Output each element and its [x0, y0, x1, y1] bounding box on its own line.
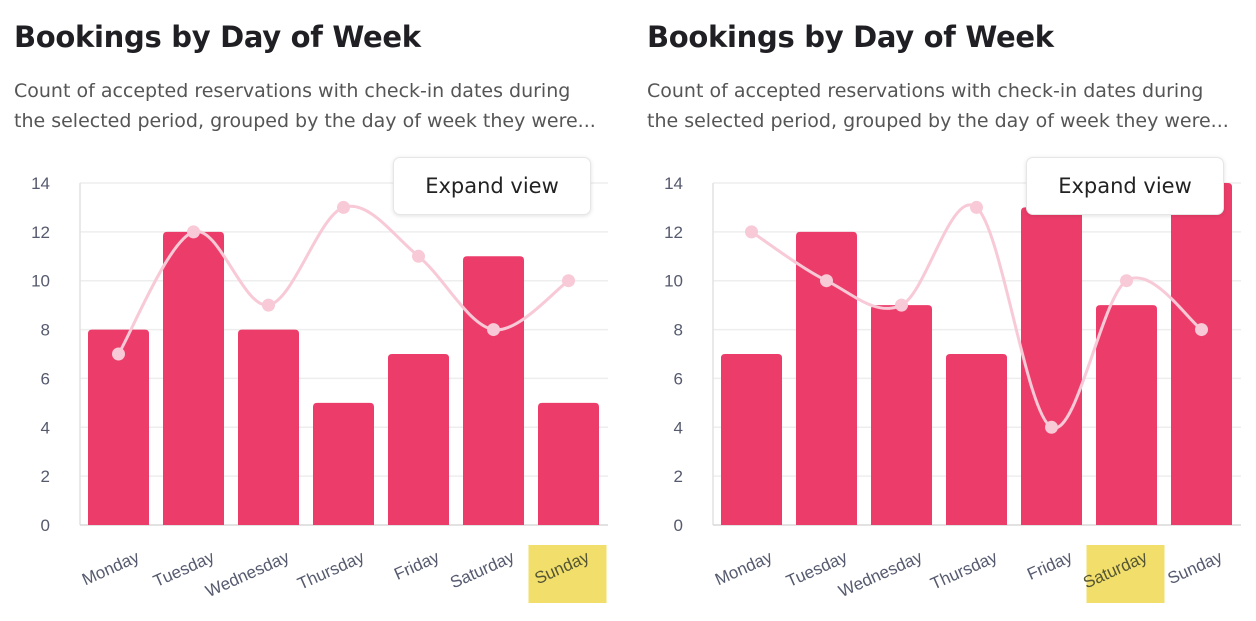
- x-tick-label: Friday: [391, 547, 442, 584]
- bar-friday: [388, 354, 449, 525]
- bar-tuesday: [796, 231, 857, 525]
- bar-thursday: [313, 402, 374, 525]
- line-point-thursday: [970, 200, 983, 214]
- x-tick-label: Sunday: [1165, 547, 1226, 588]
- x-tick-label: Wednesday: [836, 547, 926, 601]
- bar-friday: [1021, 207, 1082, 525]
- x-tick-label: Saturday: [447, 547, 517, 592]
- x-tick-label: Friday: [1024, 547, 1075, 584]
- y-tick-label: 10: [31, 272, 50, 291]
- chart-title: Bookings by Day of Week: [647, 20, 1054, 54]
- y-tick-label: 12: [31, 223, 50, 242]
- line-point-saturday: [1120, 274, 1133, 288]
- y-tick-label: 4: [41, 418, 50, 437]
- line-point-friday: [412, 249, 425, 263]
- y-tick-label: 12: [664, 223, 683, 242]
- bar-sunday: [538, 402, 599, 525]
- highlight-box: [1086, 545, 1165, 603]
- bar-monday: [721, 354, 782, 525]
- y-tick-label: 10: [664, 272, 683, 291]
- y-tick-label: 0: [674, 516, 683, 535]
- chart-title: Bookings by Day of Week: [14, 20, 421, 54]
- bar-thursday: [946, 354, 1007, 525]
- line-point-monday: [745, 225, 758, 239]
- line-point-saturday: [487, 323, 500, 337]
- chart-panel-left: Bookings by Day of Week Count of accepte…: [0, 0, 620, 621]
- bar-saturday: [1096, 305, 1157, 525]
- highlight-box: [528, 545, 607, 603]
- bar-wednesday: [871, 305, 932, 525]
- line-point-sunday: [562, 274, 575, 288]
- x-tick-label: Monday: [712, 547, 775, 589]
- bar-tuesday: [163, 231, 224, 525]
- line-point-wednesday: [262, 298, 275, 312]
- y-tick-label: 6: [674, 369, 683, 388]
- bar-monday: [88, 329, 149, 525]
- line-point-sunday: [1195, 323, 1208, 337]
- line-point-monday: [112, 347, 125, 361]
- bar-sunday: [1171, 183, 1232, 525]
- chart-panel-right: Bookings by Day of Week Count of accepte…: [633, 0, 1253, 621]
- y-tick-label: 14: [31, 174, 50, 193]
- y-tick-label: 4: [674, 418, 683, 437]
- line-point-friday: [1045, 420, 1058, 434]
- expand-view-button[interactable]: Expand view: [1026, 157, 1224, 215]
- y-tick-label: 2: [41, 467, 50, 486]
- x-tick-label: Monday: [79, 547, 142, 589]
- y-tick-label: 2: [674, 467, 683, 486]
- y-tick-label: 8: [41, 321, 50, 340]
- y-tick-label: 14: [664, 174, 683, 193]
- line-point-tuesday: [187, 225, 200, 239]
- line-point-tuesday: [820, 274, 833, 288]
- x-tick-label: Thursday: [928, 547, 1001, 593]
- y-tick-label: 8: [674, 321, 683, 340]
- expand-view-button[interactable]: Expand view: [393, 157, 591, 215]
- line-point-thursday: [337, 200, 350, 214]
- x-tick-label: Thursday: [295, 547, 368, 593]
- bar-saturday: [463, 256, 524, 525]
- bar-wednesday: [238, 329, 299, 525]
- line-point-wednesday: [895, 298, 908, 312]
- y-tick-label: 6: [41, 369, 50, 388]
- y-tick-label: 0: [41, 516, 50, 535]
- x-tick-label: Wednesday: [203, 547, 293, 601]
